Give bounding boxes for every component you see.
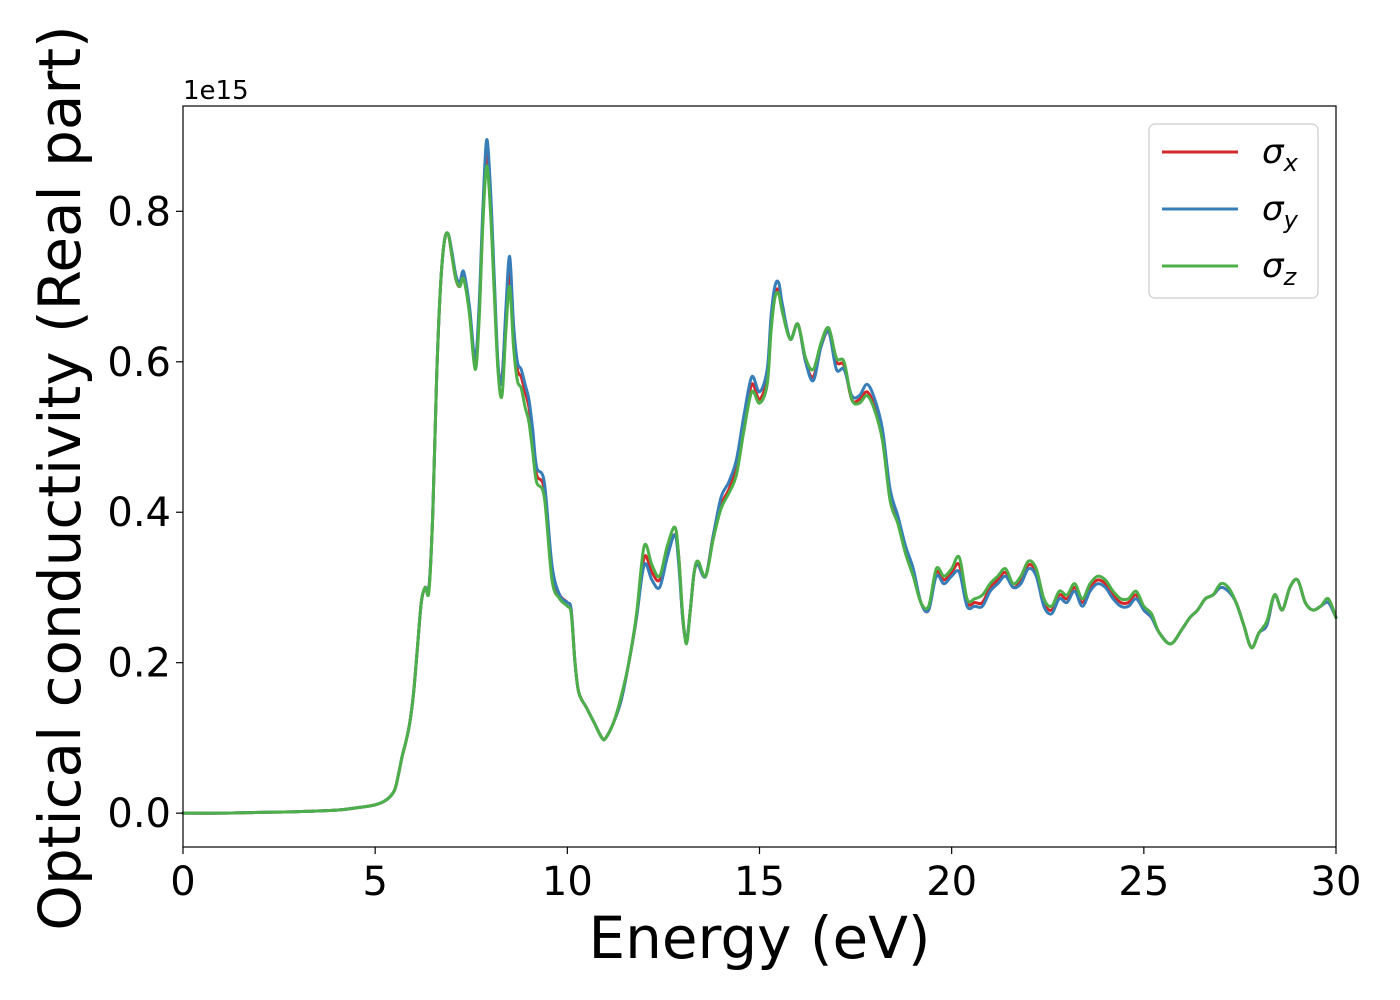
plot-background xyxy=(183,106,1336,847)
legend-box xyxy=(1148,123,1319,299)
x-tick-label: 25 xyxy=(1118,859,1169,905)
y-tick-label: 0.2 xyxy=(107,641,171,687)
y-tick-label: 0.8 xyxy=(107,189,171,235)
x-tick-label: 30 xyxy=(1311,859,1362,905)
y-offset-label: 1e15 xyxy=(183,76,249,106)
y-axis: 0.0 0.2 0.4 0.6 0.8 xyxy=(107,189,183,837)
x-tick-label: 5 xyxy=(362,859,387,905)
x-tick-label: 20 xyxy=(926,859,977,905)
legend-label-sigma-y: σy xyxy=(1262,189,1299,234)
x-tick-label: 0 xyxy=(170,859,195,905)
x-axis-label: Energy (eV) xyxy=(588,904,930,972)
y-axis-label: Optical conductivity (Real part) xyxy=(26,25,94,930)
x-tick-label: 15 xyxy=(734,859,785,905)
y-tick-label: 0.0 xyxy=(107,791,171,837)
plot-area xyxy=(181,105,1338,848)
x-axis: 0 5 10 15 20 25 30 xyxy=(170,847,1361,905)
x-tick-label: 10 xyxy=(542,859,593,905)
series-layer xyxy=(181,138,1338,815)
series-line-sigma-z xyxy=(181,164,1338,815)
legend: σx σy σz xyxy=(1148,123,1319,299)
legend-label-sigma-z: σz xyxy=(1262,246,1298,291)
legend-label-sigma-x: σx xyxy=(1262,132,1299,177)
y-tick-label: 0.6 xyxy=(107,340,171,386)
y-tick-label: 0.4 xyxy=(107,490,171,536)
